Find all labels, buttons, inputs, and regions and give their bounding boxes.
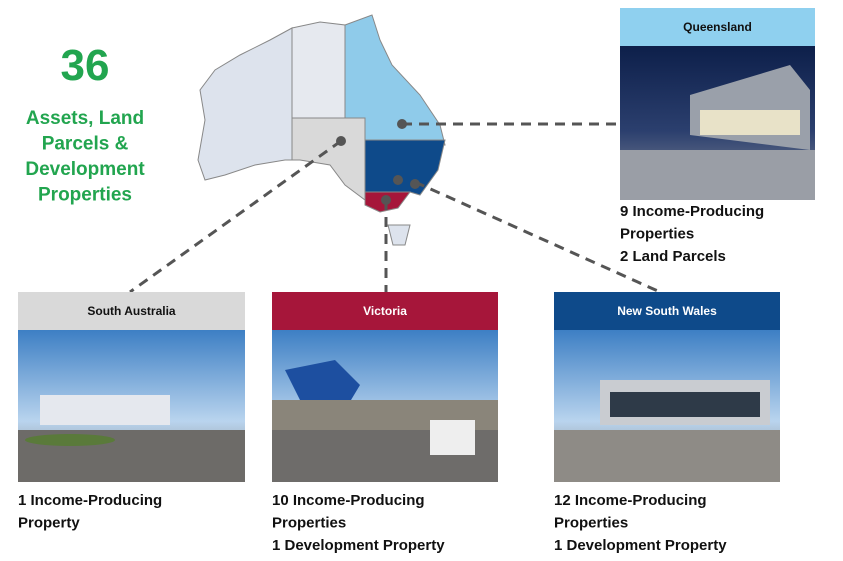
photo-victoria	[272, 330, 498, 482]
region-detail: Properties	[554, 515, 628, 532]
region-detail: 12 Income-Producing	[554, 492, 707, 509]
region-name: New South Wales	[617, 304, 717, 318]
region-detail: 10 Income-Producing	[272, 492, 425, 509]
region-name: South Australia	[87, 304, 176, 318]
region-detail: 1 Development Property	[272, 537, 445, 554]
region-detail: Properties	[620, 226, 694, 243]
region-detail: Properties	[272, 515, 346, 532]
region-detail: 1 Income-Producing	[18, 492, 162, 509]
headline-line: Development	[25, 159, 145, 180]
headline-line: Parcels &	[42, 134, 129, 155]
photo-nsw	[554, 330, 780, 482]
headline-line: Properties	[38, 185, 132, 206]
headline-line: Assets, Land	[26, 108, 144, 129]
page: 36 Assets, Land Parcels & Development Prope…	[0, 0, 843, 556]
region-detail: 9 Income-Producing	[620, 203, 764, 220]
region-detail: 1 Development Property	[554, 537, 727, 554]
photo-south-australia	[18, 330, 245, 482]
headline-number: 36	[61, 41, 110, 90]
photo-queensland	[620, 46, 815, 200]
headline-text: Assets, Land Parcels & Development Properti…	[25, 108, 145, 206]
region-name: Queensland	[683, 20, 752, 34]
australia-map	[198, 15, 445, 245]
region-name: Victoria	[363, 304, 407, 318]
infographic: 36 Assets, Land Parcels & Development Prope…	[0, 0, 843, 556]
region-detail: 2 Land Parcels	[620, 248, 726, 265]
region-detail: Property	[18, 515, 80, 532]
